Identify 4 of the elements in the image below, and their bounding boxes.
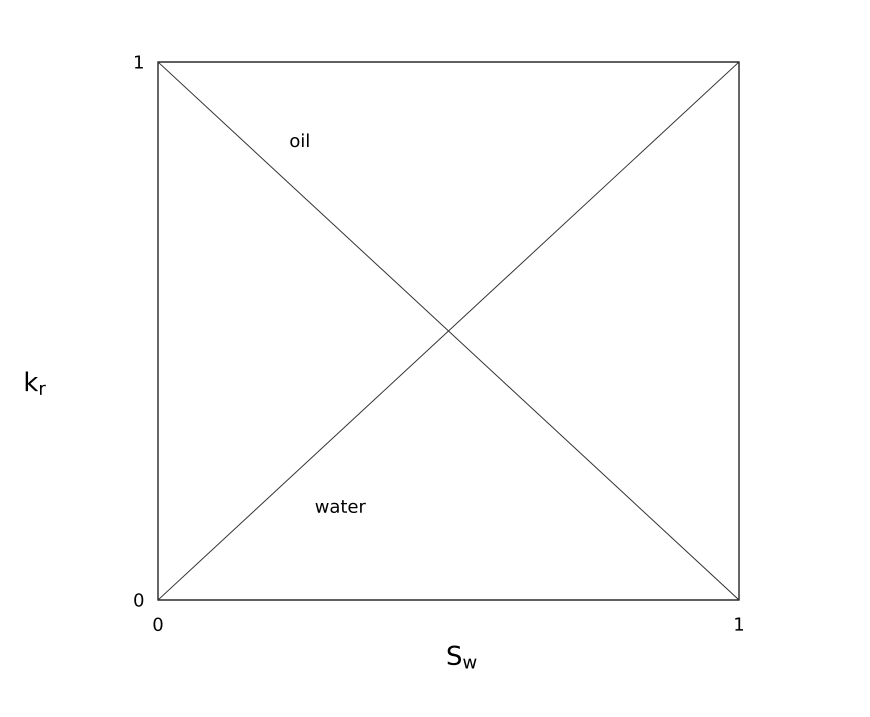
series-label: water — [316, 500, 366, 514]
x-axis-title: S$_{w}$ — [448, 646, 476, 668]
series-label: oil — [290, 133, 309, 148]
y-axis-title: k$_{r}$ — [26, 371, 46, 395]
